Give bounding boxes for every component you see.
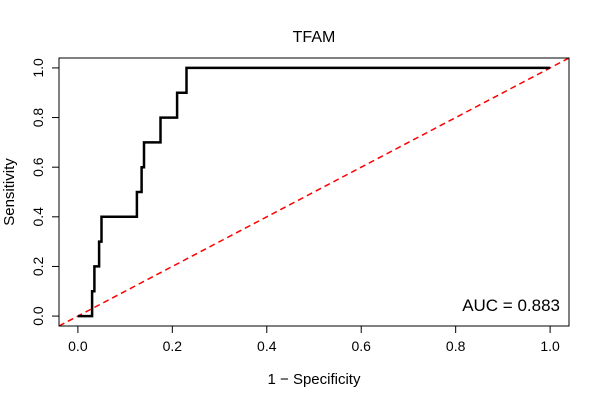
y-tick-label: 0.8: [30, 108, 46, 128]
chart-title: TFAM: [293, 29, 336, 46]
roc-curve-line: [77, 66, 551, 318]
y-tick-label: 0.6: [30, 157, 46, 177]
series-layer: [58, 57, 570, 327]
y-tick-label: 0.0: [30, 306, 46, 326]
x-tick-label: 0.6: [351, 338, 371, 354]
x-tick-label: 1.0: [540, 338, 560, 354]
y-tick-label: 0.2: [30, 257, 46, 277]
y-tick-label: 1.0: [30, 58, 46, 78]
plot-frame: [58, 57, 570, 327]
auc-annotation: AUC = 0.883: [462, 296, 560, 315]
x-axis: 0.0 0.2 0.4 0.6 0.8 1.0: [68, 325, 560, 354]
x-tick-label: 0.4: [257, 338, 277, 354]
y-tick-label: 0.4: [30, 207, 46, 227]
x-tick-label: 0.8: [446, 338, 466, 354]
x-tick-label: 0.0: [68, 338, 88, 354]
x-axis-label: 1 − Specificity: [268, 371, 361, 388]
reference-diagonal-line: [58, 57, 570, 327]
x-tick-label: 0.2: [163, 338, 183, 354]
y-axis: 0.0 0.2 0.4 0.6 0.8 1.0: [30, 58, 60, 326]
y-axis-label: Sensitivity: [1, 158, 18, 226]
